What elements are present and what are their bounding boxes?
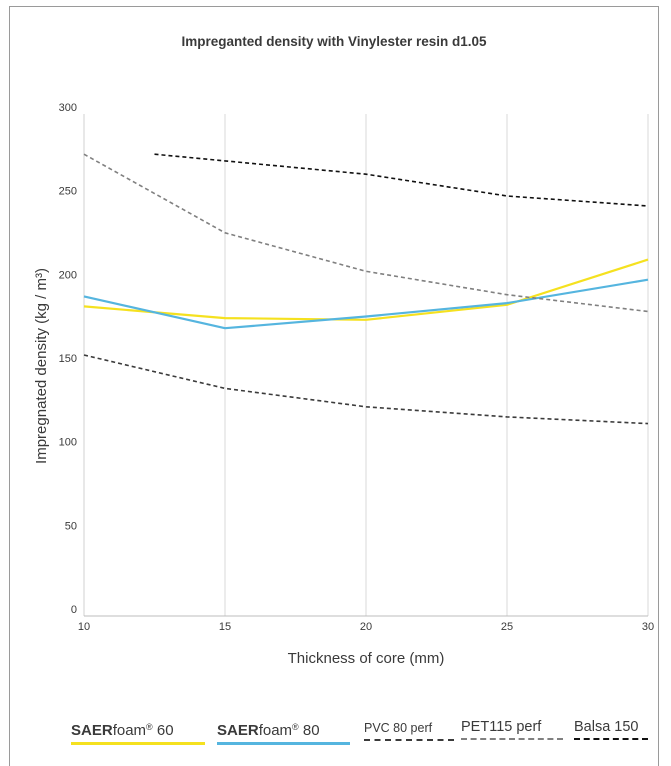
legend-swatch (364, 739, 454, 741)
y-tick-label: 150 (59, 353, 77, 365)
series-saerfoam-60 (83, 258, 649, 321)
series-pvc-80-perf (83, 354, 649, 425)
legend-label: PET115 perf (461, 719, 542, 735)
y-tick-label: 200 (59, 269, 77, 281)
chart-frame (9, 6, 659, 766)
grid (83, 114, 649, 616)
legend-label: SAERfoam® 60 (71, 722, 174, 739)
y-tick-label: 300 (59, 102, 77, 114)
y-tick-label: 250 (59, 186, 77, 198)
x-tick-label: 25 (501, 621, 513, 633)
series-pet115-perf (83, 153, 649, 313)
legend-label: Balsa 150 (574, 719, 639, 735)
x-tick-label: 20 (360, 621, 372, 633)
y-tick-label: 50 (65, 520, 77, 532)
y-tick-label: 100 (59, 437, 77, 449)
y-tick-label: 0 (71, 604, 77, 616)
legend-swatch (71, 742, 205, 745)
legend-item-saerfoam-60: SAERfoam® 60 (71, 718, 205, 746)
axis-labels: Thickness of core (mm) Impregnated densi… (33, 268, 444, 667)
legend-swatch (574, 738, 648, 740)
legend-item-balsa-150: Balsa 150 (574, 718, 648, 746)
series-saerfoam-80 (83, 278, 649, 330)
legend-item-pet115-perf: PET115 perf (461, 718, 563, 746)
chart-title: Impreganted density with Vinylester resi… (181, 34, 487, 49)
legend-label: PVC 80 perf (364, 721, 433, 735)
x-axis-label: Thickness of core (mm) (288, 650, 445, 667)
x-tick-label: 15 (219, 621, 231, 633)
legend-swatch (461, 738, 563, 740)
series-lines (83, 153, 649, 425)
legend-swatch (217, 742, 350, 745)
legend-item-pvc-80-perf: PVC 80 perf (364, 718, 454, 746)
legend-item-saerfoam-80: SAERfoam® 80 (217, 718, 350, 746)
y-axis-label: Impregnated density (kg / m³) (33, 268, 50, 464)
x-tick-label: 10 (78, 621, 90, 633)
series-balsa-150 (154, 153, 649, 207)
legend-label: SAERfoam® 80 (217, 722, 320, 739)
x-tick-label: 30 (642, 621, 654, 633)
